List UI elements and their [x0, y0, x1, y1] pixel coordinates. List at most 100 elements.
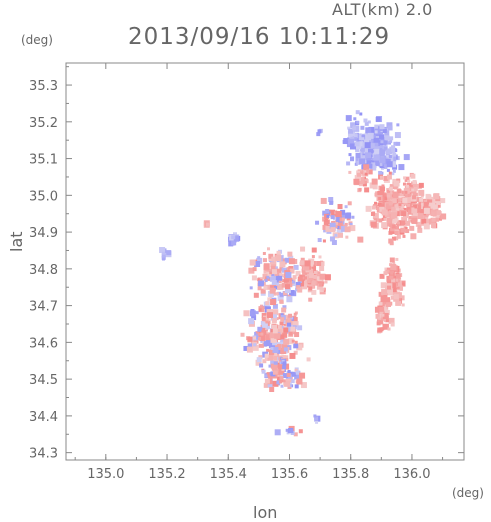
radar-cell — [360, 171, 364, 175]
radar-cell — [419, 197, 424, 202]
radar-cell — [363, 180, 367, 184]
radar-cell — [257, 326, 263, 332]
radar-cell — [304, 276, 308, 280]
radar-cell — [382, 129, 387, 134]
radar-cell — [393, 141, 398, 146]
radar-cell — [384, 309, 390, 315]
radar-cell — [331, 240, 337, 246]
radar-cell — [378, 150, 385, 157]
radar-cell — [262, 359, 267, 364]
radar-cell — [374, 146, 380, 152]
radar-cell — [295, 287, 300, 292]
radar-cell — [391, 145, 396, 150]
radar-cell — [267, 297, 272, 302]
radar-cell — [264, 268, 269, 273]
radar-cell — [432, 204, 438, 210]
radar-cell — [273, 361, 278, 366]
radar-cell — [373, 154, 380, 161]
radar-cell — [386, 122, 393, 129]
radar-cell — [370, 221, 377, 228]
radar-cell — [384, 135, 390, 141]
radar-cell — [392, 152, 397, 157]
radar-cell — [293, 343, 299, 349]
radar-cell — [321, 287, 325, 291]
radar-cell — [383, 140, 388, 145]
x-tick-label: 136.0 — [393, 467, 430, 482]
radar-cell — [387, 327, 391, 331]
radar-cell — [271, 269, 277, 275]
radar-cell — [290, 316, 294, 320]
radar-cell — [300, 382, 307, 389]
radar-cell — [282, 379, 286, 383]
radar-cell — [371, 205, 376, 210]
radar-cell — [299, 260, 305, 266]
radar-cell — [405, 220, 411, 226]
radar-cell — [405, 229, 410, 234]
radar-cell — [299, 372, 306, 379]
radar-cell — [335, 221, 339, 225]
radar-cell — [286, 324, 293, 331]
radar-cell — [435, 214, 440, 219]
radar-cell — [434, 198, 441, 205]
radar-cell — [389, 257, 395, 263]
radar-cell — [251, 275, 257, 281]
radar-cell — [277, 291, 282, 296]
radar-cell — [393, 180, 400, 187]
radar-cell — [371, 162, 376, 167]
radar-cell — [362, 153, 366, 157]
radar-cell — [397, 284, 404, 291]
radar-cell — [270, 314, 277, 321]
radar-cell — [308, 286, 313, 291]
radar-cell — [360, 147, 365, 152]
radar-cell — [276, 250, 281, 255]
radar-cell — [384, 211, 391, 218]
radar-cell — [326, 214, 330, 218]
radar-cell — [381, 289, 388, 296]
radar-cell — [316, 261, 322, 267]
radar-cell — [433, 193, 437, 197]
radar-cell — [283, 327, 289, 333]
radar-cell — [300, 246, 306, 252]
radar-cell — [355, 148, 360, 153]
radar-cell — [367, 169, 373, 175]
radar-cell — [379, 206, 385, 212]
radar-cell — [319, 266, 325, 272]
radar-cell — [403, 176, 407, 180]
radar-cell — [407, 209, 413, 215]
radar-cell — [272, 346, 279, 353]
radar-cell — [287, 251, 293, 257]
radar-cell — [268, 364, 272, 368]
radar-cell — [281, 367, 285, 371]
radar-cell — [352, 135, 357, 140]
radar-cell — [350, 122, 357, 129]
radar-cell — [412, 179, 417, 184]
radar-cell — [386, 168, 390, 172]
radar-cell — [425, 193, 431, 199]
radar-cell — [289, 290, 295, 296]
radar-cell — [263, 285, 268, 290]
y-tick-label: 35.2 — [29, 116, 58, 131]
radar-cell — [288, 331, 293, 336]
radar-cell — [282, 319, 287, 324]
radar-cell — [399, 200, 406, 207]
x-tick-label: 135.8 — [332, 467, 369, 482]
radar-cell — [255, 359, 262, 366]
radar-cell — [289, 268, 295, 274]
radar-cell — [228, 241, 234, 247]
radar-cell — [268, 375, 273, 380]
radar-cell — [243, 310, 250, 317]
radar-cell — [347, 126, 351, 130]
radar-cell — [417, 205, 424, 212]
radar-cell — [309, 262, 314, 267]
radar-cell — [308, 297, 313, 302]
radar-cell — [265, 340, 272, 347]
radar-cell — [260, 332, 264, 336]
radar-cell — [427, 199, 433, 205]
radar-cell — [282, 305, 287, 310]
radar-cell — [390, 283, 396, 289]
radar-cell — [304, 280, 310, 286]
radar-cell — [374, 148, 380, 154]
radar-cell — [319, 273, 326, 280]
radar-cell — [390, 226, 396, 232]
